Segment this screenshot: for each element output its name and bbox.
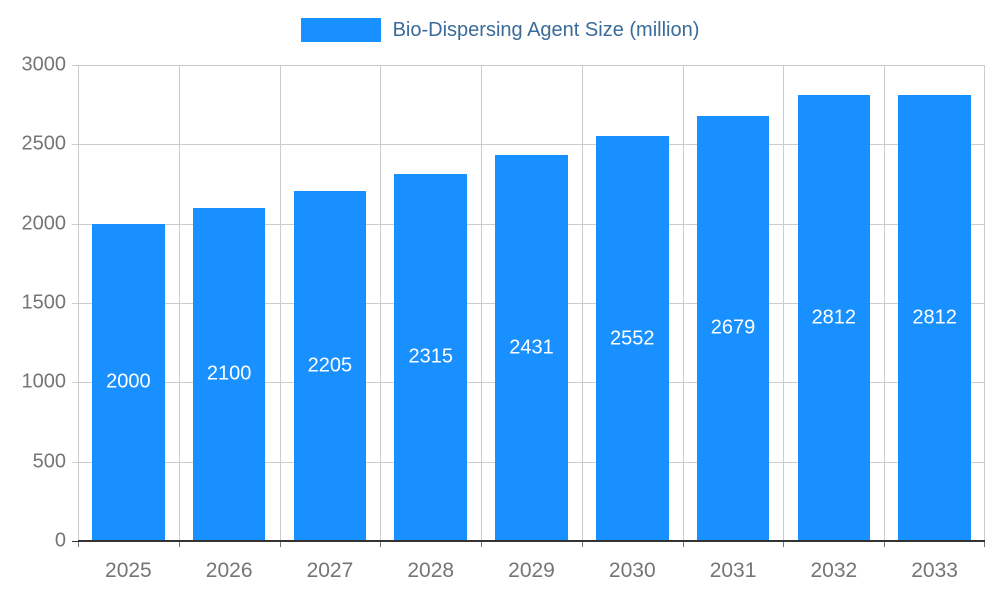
y-axis-tick xyxy=(72,223,78,225)
legend-label: Bio-Dispersing Agent Size (million) xyxy=(392,18,700,41)
vertical-gridline xyxy=(78,65,79,541)
x-axis-tick xyxy=(984,541,985,547)
x-axis-label: 2027 xyxy=(306,559,354,582)
y-axis-label: 3000 xyxy=(21,53,67,76)
y-axis-label: 0 xyxy=(54,529,66,552)
bar: 2812 xyxy=(797,94,871,541)
bar-value-label: 2205 xyxy=(307,354,353,377)
vertical-gridline xyxy=(581,65,583,541)
x-axis-label: 2029 xyxy=(508,559,555,582)
vertical-gridline xyxy=(682,65,684,541)
x-axis-tick xyxy=(783,541,785,547)
y-axis-label: 1500 xyxy=(21,291,67,314)
bar: 2431 xyxy=(495,155,568,541)
y-axis-label: 2500 xyxy=(21,132,67,155)
x-axis-tick xyxy=(380,541,382,547)
x-axis-label: 2032 xyxy=(810,559,858,582)
x-axis-label: 2028 xyxy=(407,559,455,582)
chart-legend: Bio-Dispersing Agent Size (million) xyxy=(0,18,1000,42)
y-axis-label: 2000 xyxy=(21,212,67,235)
vertical-gridline xyxy=(279,65,281,541)
vertical-gridline xyxy=(380,65,382,541)
horizontal-gridline xyxy=(78,144,985,146)
y-axis-tick xyxy=(72,382,78,384)
x-axis-tick xyxy=(178,541,180,547)
y-axis-tick xyxy=(72,541,78,542)
bar: 2100 xyxy=(192,207,266,541)
bar-value-label: 2431 xyxy=(509,336,554,359)
bar: 2205 xyxy=(293,191,367,541)
bar: 2315 xyxy=(394,173,467,541)
y-axis-tick xyxy=(72,461,78,463)
bar-value-label: 2315 xyxy=(408,345,453,368)
vertical-gridline xyxy=(178,65,180,541)
x-axis-tick xyxy=(78,541,79,547)
bar: 2000 xyxy=(92,223,165,541)
y-axis-label: 500 xyxy=(32,450,66,473)
vertical-gridline xyxy=(481,65,483,541)
x-axis-line xyxy=(78,540,985,542)
x-axis-tick xyxy=(884,541,886,547)
x-axis-tick xyxy=(481,541,483,547)
x-axis-label: 2030 xyxy=(608,559,656,582)
bar: 2812 xyxy=(898,94,971,541)
y-axis-tick xyxy=(72,303,78,304)
bar-value-label: 2812 xyxy=(912,306,957,329)
x-axis-tick xyxy=(279,541,281,547)
y-axis-tick xyxy=(72,144,78,146)
y-axis-label: 1000 xyxy=(21,370,67,393)
vertical-gridline xyxy=(884,65,886,541)
x-axis-label: 2026 xyxy=(205,559,253,582)
y-axis-tick xyxy=(72,65,78,66)
x-axis-tick xyxy=(682,541,684,547)
bar: 2679 xyxy=(696,115,770,541)
bar: 2552 xyxy=(595,136,669,541)
x-axis-label: 2033 xyxy=(911,559,958,582)
vertical-gridline xyxy=(783,65,785,541)
horizontal-gridline xyxy=(78,65,985,66)
plot-area: 0 500 1000 1500 2000 2500 3000 2000 2025 2100 2026… xyxy=(22,54,985,582)
vertical-gridline xyxy=(984,65,985,541)
legend-swatch xyxy=(300,18,381,42)
bar-value-label: 2000 xyxy=(106,370,151,393)
bar-value-label: 2812 xyxy=(811,306,857,329)
x-axis-label: 2025 xyxy=(105,559,152,582)
bar-value-label: 2679 xyxy=(710,316,756,339)
x-axis-label: 2031 xyxy=(709,559,757,582)
x-axis-tick xyxy=(581,541,583,547)
bar-value-label: 2100 xyxy=(206,362,252,385)
bar-value-label: 2552 xyxy=(610,327,655,350)
